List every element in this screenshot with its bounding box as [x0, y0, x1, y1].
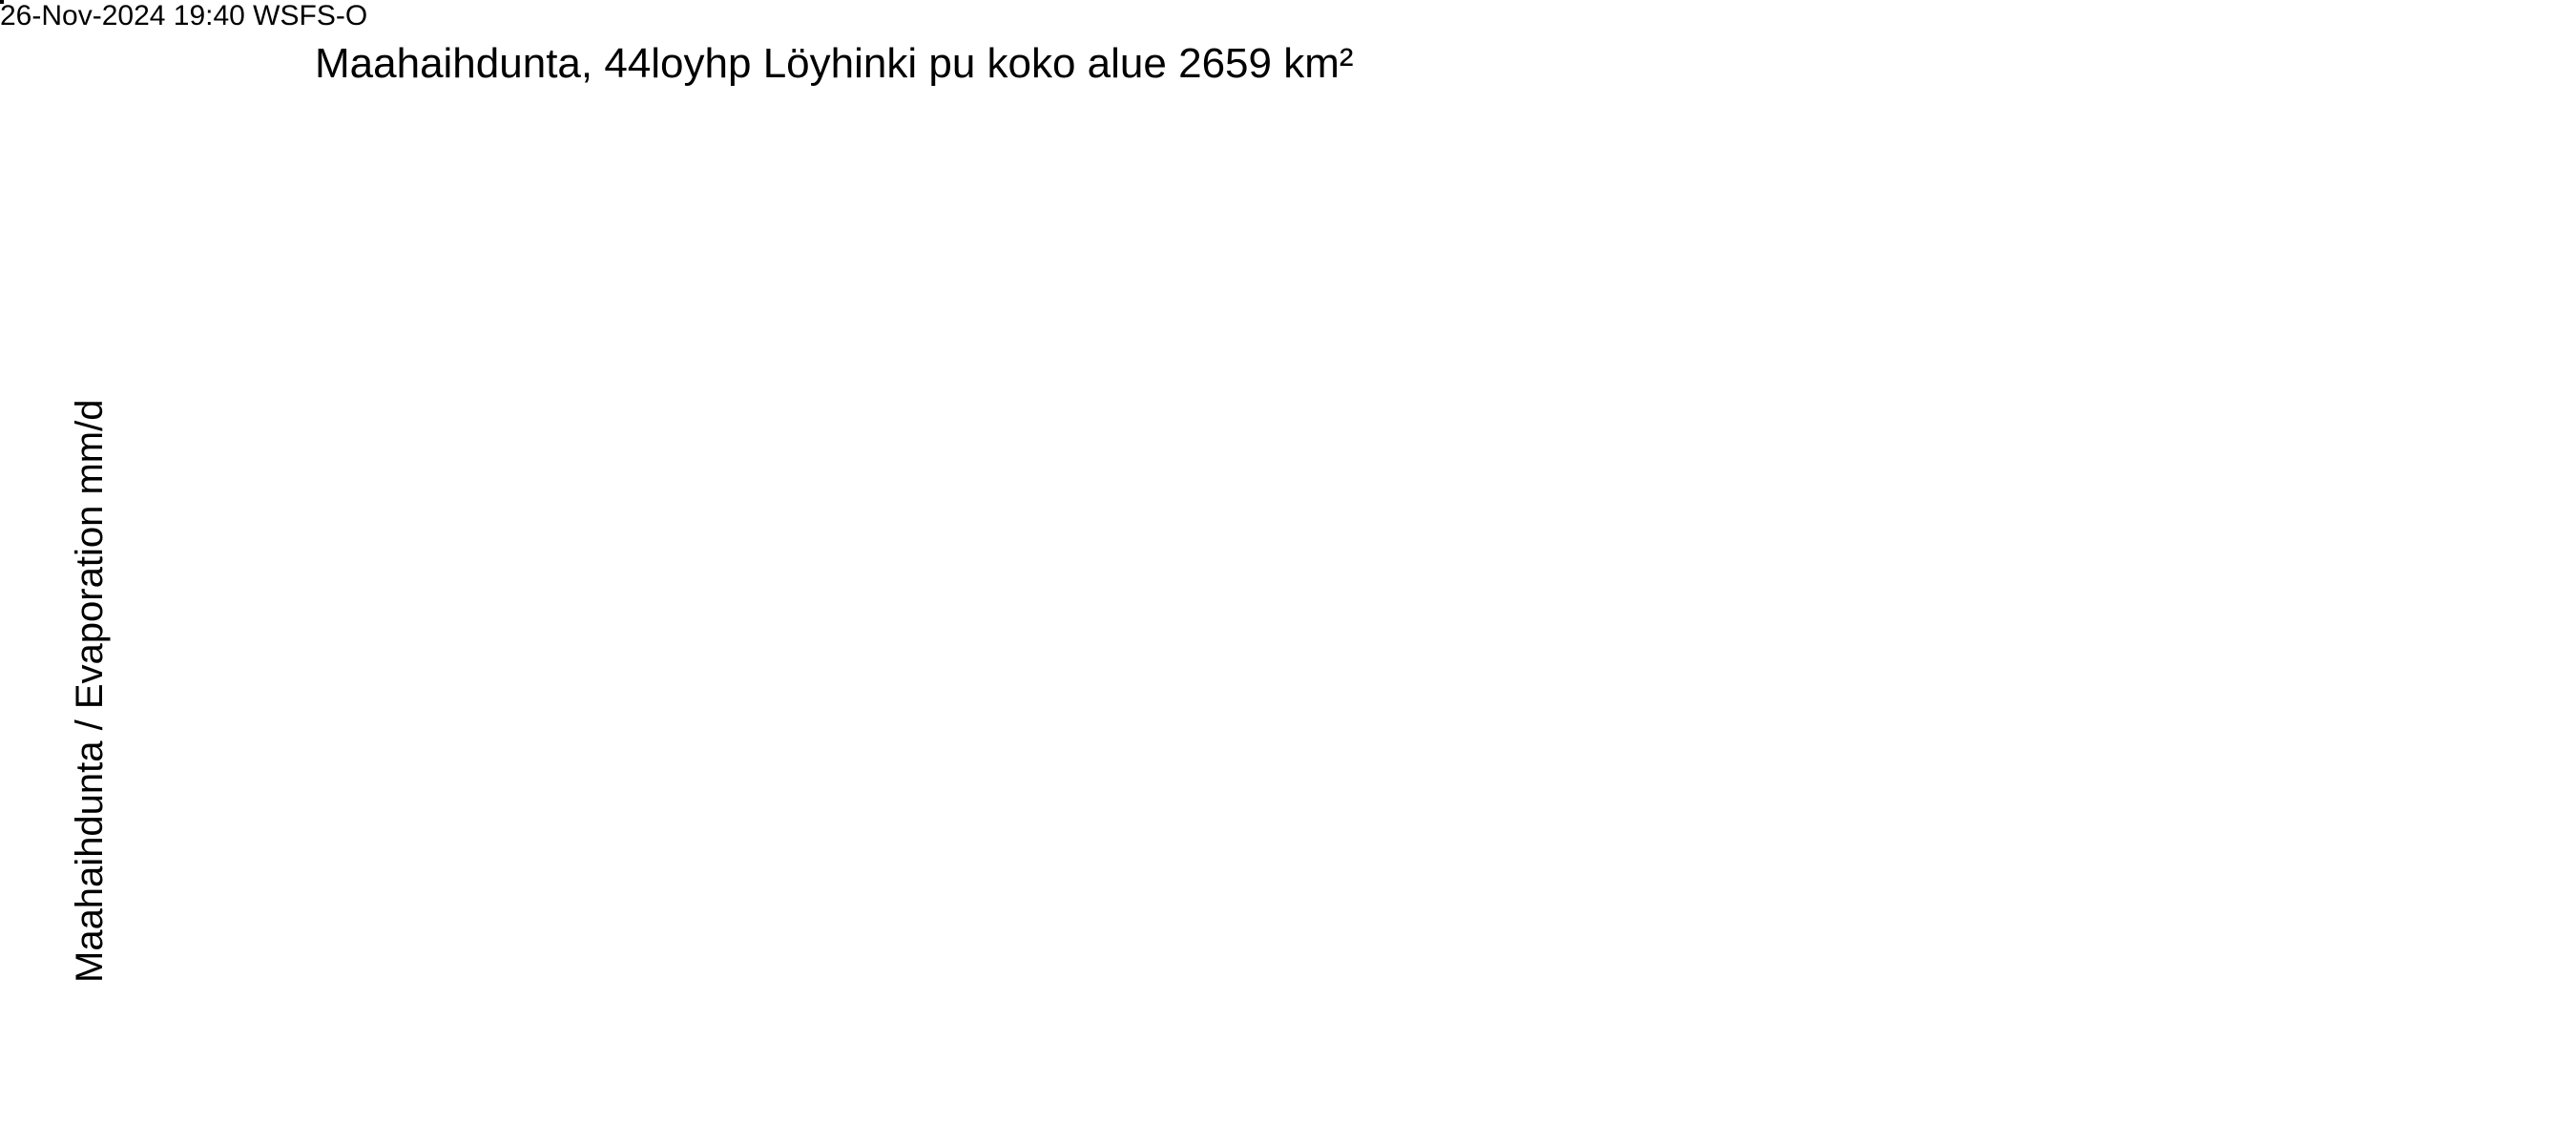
chart-title: Maahaihdunta, 44loyhp Löyhinki pu koko a…	[315, 40, 1354, 88]
footer-timestamp: 26-Nov-2024 19:40 WSFS-O	[0, 0, 367, 32]
y-axis-label: Maahaihdunta / Evaporation mm/d	[69, 400, 112, 983]
